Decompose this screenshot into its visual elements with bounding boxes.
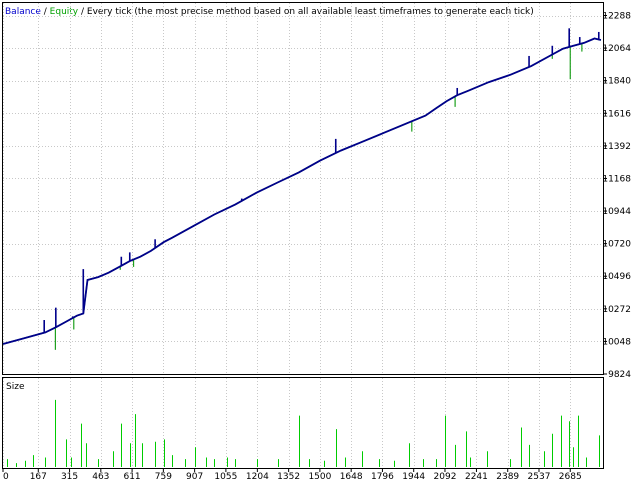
testing-mode-description: Every tick (the most precise method base… bbox=[87, 7, 534, 17]
size-bars bbox=[7, 399, 600, 467]
y-tick-label: 10272 bbox=[602, 305, 631, 315]
x-axis-ticks: 0 167 315 463 611 759 907 1055 1204 1352 1500 1648 1… bbox=[2, 468, 582, 480]
x-tick-label: 2092 bbox=[434, 472, 457, 480]
x-tick-label: 1648 bbox=[340, 472, 363, 480]
size-plot-title: Size bbox=[6, 382, 25, 392]
x-tick-label: 1796 bbox=[371, 472, 394, 480]
y-axis-ticks: 12288 12064 11840 11616 11392 11168 10944 10720… bbox=[602, 12, 631, 380]
main-plot-frame bbox=[2, 2, 604, 375]
header-separator-2: / bbox=[78, 7, 87, 17]
series-layer bbox=[2, 28, 602, 350]
x-tick-label: 759 bbox=[155, 472, 172, 480]
y-tick-label: 11168 bbox=[602, 174, 631, 184]
header-separator-1: / bbox=[41, 7, 50, 17]
x-tick-label: 1352 bbox=[277, 472, 300, 480]
main-plot-grid bbox=[3, 3, 603, 375]
y-tick-label: 11840 bbox=[602, 77, 631, 87]
balance-line bbox=[2, 37, 602, 345]
y-tick-label: 12064 bbox=[602, 44, 631, 54]
x-tick-label: 315 bbox=[61, 472, 78, 480]
size-plot-frame bbox=[2, 377, 604, 469]
y-tick-label: 10048 bbox=[602, 337, 631, 347]
x-tick-label: 907 bbox=[186, 472, 203, 480]
x-tick-label: 1500 bbox=[308, 472, 331, 480]
y-tick-label: 11616 bbox=[602, 109, 631, 119]
y-tick-label: 10720 bbox=[602, 240, 631, 250]
x-tick-label: 1204 bbox=[246, 472, 269, 480]
size-plot-grid bbox=[3, 378, 571, 468]
x-tick-label: 167 bbox=[30, 472, 47, 480]
y-tick-label: 11392 bbox=[602, 142, 631, 152]
y-tick-label: 9824 bbox=[608, 370, 631, 380]
x-tick-label: 2537 bbox=[528, 472, 551, 480]
x-tick-label: 1944 bbox=[402, 472, 425, 480]
x-tick-label: 463 bbox=[92, 472, 109, 480]
x-tick-label: 1055 bbox=[214, 472, 237, 480]
y-tick-label: 12288 bbox=[602, 12, 631, 22]
x-tick-label: 611 bbox=[123, 472, 140, 480]
chart-header: Balance / Equity / Every tick (the most … bbox=[5, 7, 534, 17]
equity-legend-label: Equity bbox=[50, 7, 79, 17]
y-tick-label: 10944 bbox=[602, 207, 631, 217]
x-tick-label: 0 bbox=[3, 472, 9, 480]
x-tick-label: 2685 bbox=[559, 472, 582, 480]
x-tick-label: 2241 bbox=[465, 472, 488, 480]
x-tick-label: 2389 bbox=[496, 472, 519, 480]
y-tick-label: 10496 bbox=[602, 272, 631, 282]
balance-legend-label: Balance bbox=[5, 7, 41, 17]
